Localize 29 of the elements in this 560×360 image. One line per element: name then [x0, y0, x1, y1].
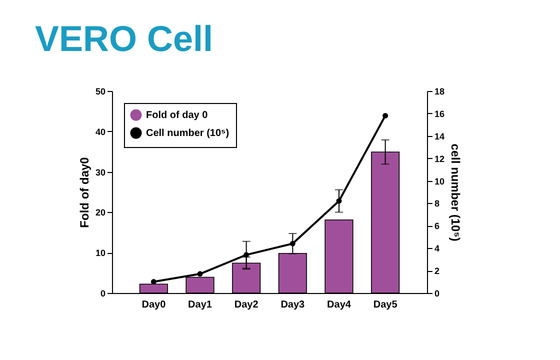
x-tick-label: Day1 [188, 300, 212, 310]
y2-tick-label: 6 [434, 221, 440, 232]
y2-tick-label: 4 [434, 244, 440, 254]
y2-tick-label: 2 [434, 266, 440, 276]
y2-tick-label: 18 [434, 86, 445, 96]
y2-axis-title: cell number (10⁵) [448, 144, 463, 242]
y2-tick-label: 10 [434, 176, 445, 186]
y2-tick-label: 8 [434, 198, 440, 209]
x-tick-label: Day5 [373, 300, 398, 310]
y-tick-label: 20 [95, 208, 106, 218]
y2-tick-label: 12 [434, 154, 445, 164]
y-tick-label: 40 [95, 126, 106, 137]
x-tick-label: Day0 [142, 300, 166, 310]
chart-title: VERO Cell [35, 18, 214, 60]
y-tick-label: 30 [95, 167, 106, 178]
y-tick-label: 0 [100, 288, 106, 298]
y2-tick-label: 14 [434, 131, 445, 142]
point [382, 112, 388, 118]
legend-label: Fold of day 0 [146, 110, 208, 121]
y2-tick-label: 0 [434, 288, 440, 298]
y2-tick-label: 16 [434, 108, 445, 119]
y-tick-label: 10 [95, 248, 106, 258]
x-tick-label: Day4 [327, 300, 352, 310]
x-tick-label: Day2 [234, 300, 259, 310]
x-tick-label: Day3 [280, 300, 306, 310]
legend-label: Cell number (10⁵) [146, 128, 230, 139]
point [197, 271, 203, 277]
y-axis-title: Fold of day0 [77, 156, 92, 228]
y-tick-label: 50 [95, 86, 106, 96]
